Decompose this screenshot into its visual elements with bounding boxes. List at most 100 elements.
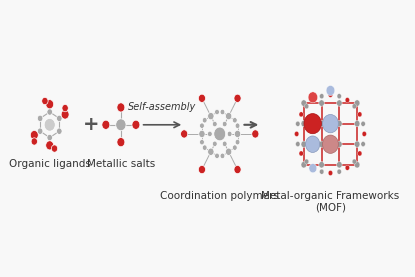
Circle shape — [304, 104, 309, 109]
Circle shape — [295, 131, 299, 137]
Circle shape — [326, 86, 335, 96]
Circle shape — [56, 128, 62, 134]
Circle shape — [46, 141, 54, 150]
Circle shape — [212, 141, 217, 147]
Circle shape — [214, 127, 226, 141]
Circle shape — [354, 120, 360, 127]
Circle shape — [199, 130, 205, 138]
Circle shape — [220, 153, 225, 159]
Circle shape — [132, 120, 140, 129]
Circle shape — [358, 112, 362, 117]
Circle shape — [362, 131, 366, 137]
Circle shape — [299, 151, 303, 156]
Circle shape — [198, 94, 205, 102]
Circle shape — [30, 130, 38, 140]
Circle shape — [345, 165, 349, 170]
Circle shape — [319, 161, 325, 168]
Circle shape — [117, 103, 125, 112]
Circle shape — [304, 159, 309, 164]
Circle shape — [61, 110, 69, 119]
Circle shape — [320, 169, 324, 174]
Circle shape — [361, 121, 365, 126]
Circle shape — [44, 118, 55, 131]
Circle shape — [46, 100, 54, 109]
Circle shape — [232, 145, 237, 150]
Circle shape — [117, 138, 125, 147]
Text: Coordination polymers: Coordination polymers — [160, 191, 279, 201]
Circle shape — [358, 151, 362, 156]
Circle shape — [337, 141, 342, 147]
Circle shape — [208, 131, 212, 137]
Circle shape — [295, 121, 300, 126]
Circle shape — [222, 121, 227, 127]
Circle shape — [116, 119, 126, 131]
Circle shape — [37, 115, 43, 122]
Circle shape — [227, 131, 232, 137]
Circle shape — [361, 142, 365, 147]
Circle shape — [47, 109, 52, 115]
Circle shape — [319, 100, 325, 106]
Circle shape — [301, 100, 307, 106]
Circle shape — [200, 123, 204, 129]
Circle shape — [220, 109, 225, 115]
Circle shape — [215, 109, 220, 115]
Circle shape — [311, 165, 316, 170]
Circle shape — [337, 94, 342, 99]
Circle shape — [102, 120, 110, 129]
Circle shape — [345, 98, 349, 102]
Circle shape — [319, 120, 325, 127]
Circle shape — [354, 100, 360, 106]
Circle shape — [322, 135, 338, 153]
Circle shape — [42, 98, 48, 105]
Text: Metal-organic Frameworks
(MOF): Metal-organic Frameworks (MOF) — [261, 191, 400, 213]
Circle shape — [337, 120, 342, 127]
Circle shape — [305, 136, 320, 152]
Circle shape — [322, 114, 338, 133]
Text: +: + — [83, 115, 100, 134]
Circle shape — [208, 148, 214, 155]
Circle shape — [225, 112, 232, 120]
Circle shape — [299, 112, 303, 117]
Circle shape — [311, 98, 316, 102]
Circle shape — [234, 165, 241, 174]
Circle shape — [337, 100, 342, 106]
Circle shape — [235, 139, 240, 145]
Circle shape — [37, 128, 43, 134]
Circle shape — [181, 130, 188, 138]
Text: Self-assembly: Self-assembly — [128, 102, 197, 112]
Circle shape — [212, 121, 217, 127]
Circle shape — [304, 114, 321, 134]
Circle shape — [234, 94, 241, 102]
Circle shape — [202, 145, 207, 150]
Text: Organic ligands: Organic ligands — [9, 159, 90, 169]
Circle shape — [320, 94, 324, 99]
Circle shape — [309, 164, 317, 173]
Circle shape — [51, 145, 58, 152]
Circle shape — [354, 141, 360, 147]
Circle shape — [235, 123, 240, 129]
Circle shape — [202, 117, 207, 123]
Circle shape — [301, 120, 307, 127]
Circle shape — [352, 159, 356, 164]
Circle shape — [62, 104, 68, 112]
Circle shape — [328, 92, 333, 98]
Circle shape — [295, 142, 300, 147]
Circle shape — [308, 92, 317, 103]
Circle shape — [31, 138, 37, 145]
Circle shape — [200, 139, 204, 145]
Circle shape — [354, 161, 360, 168]
Circle shape — [252, 130, 259, 138]
Circle shape — [352, 104, 356, 109]
Text: Metallic salts: Metallic salts — [87, 159, 155, 169]
Circle shape — [319, 141, 325, 147]
Circle shape — [232, 117, 237, 123]
Circle shape — [215, 153, 220, 159]
Circle shape — [208, 112, 214, 120]
Circle shape — [198, 165, 205, 174]
Circle shape — [47, 134, 52, 141]
Circle shape — [225, 148, 232, 155]
Circle shape — [328, 170, 333, 176]
Circle shape — [337, 161, 342, 168]
Circle shape — [301, 161, 307, 168]
Circle shape — [337, 169, 342, 174]
